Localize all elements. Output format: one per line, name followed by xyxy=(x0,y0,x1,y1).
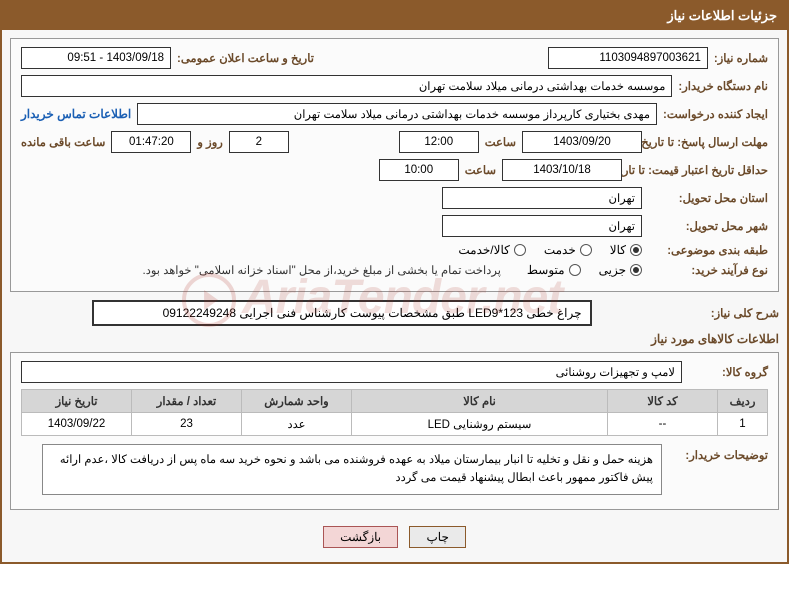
description-value: چراغ خطی LED9*123 طبق مشخصات پیوست کارشن… xyxy=(92,300,592,326)
items-table-header-row: ردیف کد کالا نام کالا واحد شمارش تعداد /… xyxy=(22,390,768,413)
city-label: شهر محل تحویل: xyxy=(648,219,768,233)
remaining-label: ساعت باقی مانده xyxy=(21,135,105,149)
goods-fieldset: گروه کالا: لامپ و تجهیزات روشنائی ردیف ک… xyxy=(10,352,779,510)
cell-qty: 23 xyxy=(132,413,242,436)
table-row: 1 -- سیستم روشنایی LED عدد 23 1403/09/22 xyxy=(22,413,768,436)
page-container: جزئیات اطلاعات نیاز AriaTender.net شماره… xyxy=(0,0,789,564)
radio-goods-service[interactable]: کالا/خدمت xyxy=(458,243,525,257)
main-fieldset: شماره نیاز: 1103094897003621 تاریخ و ساع… xyxy=(10,38,779,292)
goods-info-title: اطلاعات کالاهای مورد نیاز xyxy=(10,332,779,346)
radio-medium-label: متوسط xyxy=(527,263,565,277)
reply-time-value: 12:00 xyxy=(399,131,479,153)
requester-label: ایجاد کننده درخواست: xyxy=(663,107,768,121)
reply-date-value: 1403/09/20 xyxy=(522,131,642,153)
buttons-row: چاپ بازگشت xyxy=(10,518,779,554)
row-requester: ایجاد کننده درخواست: مهدی بختیاری کارپرد… xyxy=(21,103,768,125)
city-value: تهران xyxy=(442,215,642,237)
countdown-value: 01:47:20 xyxy=(111,131,191,153)
radio-goods-indicator xyxy=(630,244,642,256)
radio-goods-service-indicator xyxy=(514,244,526,256)
page-title-bar: جزئیات اطلاعات نیاز xyxy=(2,2,787,30)
purchase-type-label: نوع فرآیند خرید: xyxy=(648,263,768,277)
col-row: ردیف xyxy=(718,390,768,413)
row-purchase-type: نوع فرآیند خرید: جزیی متوسط پرداخت تمام … xyxy=(21,263,768,277)
radio-service[interactable]: خدمت xyxy=(544,243,592,257)
cell-name: سیستم روشنایی LED xyxy=(352,413,608,436)
radio-service-indicator xyxy=(580,244,592,256)
price-valid-time-label: ساعت xyxy=(465,163,496,177)
announce-label: تاریخ و ساعت اعلان عمومی: xyxy=(177,51,314,65)
need-number-value: 1103094897003621 xyxy=(548,47,708,69)
buyer-notes-label: توضیحات خریدار: xyxy=(668,444,768,462)
row-province: استان محل تحویل: تهران xyxy=(21,187,768,209)
content-area: AriaTender.net شماره نیاز: 1103094897003… xyxy=(2,30,787,562)
cell-code: -- xyxy=(608,413,718,436)
row-reply-deadline: مهلت ارسال پاسخ: تا تاریخ: 1403/09/20 سا… xyxy=(21,131,768,153)
row-buyer-org: نام دستگاه خریدار: موسسه خدمات بهداشتی د… xyxy=(21,75,768,97)
category-radio-group: کالا خدمت کالا/خدمت xyxy=(458,243,642,257)
col-name: نام کالا xyxy=(352,390,608,413)
goods-group-value: لامپ و تجهیزات روشنائی xyxy=(21,361,682,383)
radio-minor-indicator xyxy=(630,264,642,276)
announce-value: 1403/09/18 - 09:51 xyxy=(21,47,171,69)
radio-goods-service-label: کالا/خدمت xyxy=(458,243,509,257)
radio-medium-indicator xyxy=(569,264,581,276)
purchase-type-radio-group: جزیی متوسط xyxy=(527,263,642,277)
purchase-note: پرداخت تمام یا بخشی از مبلغ خرید،از محل … xyxy=(143,263,501,277)
goods-group-label: گروه کالا: xyxy=(688,365,768,379)
province-value: تهران xyxy=(442,187,642,209)
col-unit: واحد شمارش xyxy=(242,390,352,413)
province-label: استان محل تحویل: xyxy=(648,191,768,205)
print-button[interactable]: چاپ xyxy=(409,526,465,548)
row-city: شهر محل تحویل: تهران xyxy=(21,215,768,237)
radio-medium[interactable]: متوسط xyxy=(527,263,581,277)
buyer-org-label: نام دستگاه خریدار: xyxy=(678,79,768,93)
back-button[interactable]: بازگشت xyxy=(323,526,398,548)
row-need-number: شماره نیاز: 1103094897003621 تاریخ و ساع… xyxy=(21,47,768,69)
col-date: تاریخ نیاز xyxy=(22,390,132,413)
cell-row: 1 xyxy=(718,413,768,436)
reply-deadline-label: مهلت ارسال پاسخ: تا تاریخ: xyxy=(648,135,768,149)
requester-value: مهدی بختیاری کارپرداز موسسه خدمات بهداشت… xyxy=(137,103,657,125)
price-valid-label: حداقل تاریخ اعتبار قیمت: تا تاریخ: xyxy=(628,163,768,177)
buyer-org-value: موسسه خدمات بهداشتی درمانی میلاد سلامت ت… xyxy=(21,75,672,97)
buyer-notes-value: هزینه حمل و نقل و تخلیه تا انبار بیمارست… xyxy=(42,444,662,495)
radio-minor-label: جزیی xyxy=(599,263,626,277)
radio-goods[interactable]: کالا xyxy=(610,243,642,257)
row-goods-group: گروه کالا: لامپ و تجهیزات روشنائی xyxy=(21,361,768,383)
description-label: شرح کلی نیاز: xyxy=(679,306,779,320)
row-category: طبقه بندی موضوعی: کالا خدمت کالا/خدمت xyxy=(21,243,768,257)
row-description: شرح کلی نیاز: چراغ خطی LED9*123 طبق مشخص… xyxy=(10,300,779,326)
radio-goods-label: کالا xyxy=(610,243,626,257)
category-label: طبقه بندی موضوعی: xyxy=(648,243,768,257)
need-number-label: شماره نیاز: xyxy=(714,51,768,65)
cell-unit: عدد xyxy=(242,413,352,436)
radio-minor[interactable]: جزیی xyxy=(599,263,642,277)
price-valid-time: 10:00 xyxy=(379,159,459,181)
buyer-contact-link[interactable]: اطلاعات تماس خریدار xyxy=(21,107,131,121)
col-qty: تعداد / مقدار xyxy=(132,390,242,413)
days-remaining-value: 2 xyxy=(229,131,289,153)
col-code: کد کالا xyxy=(608,390,718,413)
days-and-label: روز و xyxy=(197,135,222,149)
reply-time-label: ساعت xyxy=(485,135,516,149)
cell-date: 1403/09/22 xyxy=(22,413,132,436)
items-table: ردیف کد کالا نام کالا واحد شمارش تعداد /… xyxy=(21,389,768,436)
row-buyer-notes: توضیحات خریدار: هزینه حمل و نقل و تخلیه … xyxy=(21,444,768,495)
row-price-validity: حداقل تاریخ اعتبار قیمت: تا تاریخ: 1403/… xyxy=(21,159,768,181)
price-valid-date: 1403/10/18 xyxy=(502,159,622,181)
radio-service-label: خدمت xyxy=(544,243,576,257)
page-title: جزئیات اطلاعات نیاز xyxy=(667,8,777,23)
